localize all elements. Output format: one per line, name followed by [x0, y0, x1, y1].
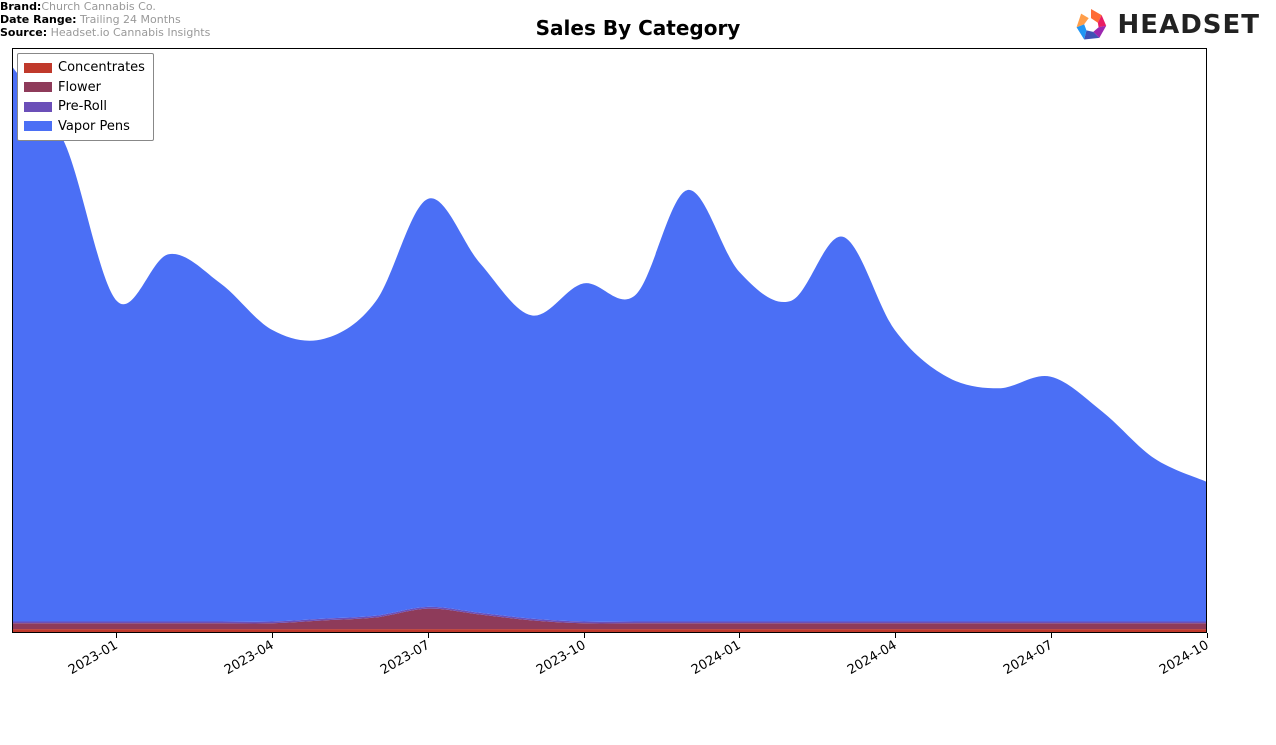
xtick-mark	[116, 633, 117, 638]
xtick-label: 2024-07	[1001, 638, 1056, 678]
xtick-mark	[739, 633, 740, 638]
legend-swatch	[24, 102, 52, 112]
footer-label: Brand:	[0, 0, 41, 13]
xtick-label: 2024-10	[1157, 638, 1212, 678]
legend-label: Vapor Pens	[58, 117, 130, 137]
xtick-label: 2024-01	[689, 638, 744, 678]
area-series-vapor-pens	[13, 68, 1206, 622]
xtick-mark	[1207, 633, 1208, 638]
legend-swatch	[24, 121, 52, 131]
footer-value: Church Cannabis Co.	[41, 0, 156, 13]
xtick-mark	[428, 633, 429, 638]
legend-swatch	[24, 82, 52, 92]
legend-item-flower: Flower	[24, 78, 145, 98]
chart-legend: ConcentratesFlowerPre-RollVapor Pens	[17, 53, 154, 141]
legend-swatch	[24, 63, 52, 73]
legend-item-concentrates: Concentrates	[24, 58, 145, 78]
legend-label: Pre-Roll	[58, 97, 107, 117]
xtick-label: 2023-01	[66, 638, 121, 678]
chart-plot-area: ConcentratesFlowerPre-RollVapor Pens	[12, 48, 1207, 633]
xtick-label: 2023-10	[534, 638, 589, 678]
area-series-concentrates	[13, 629, 1206, 632]
chart-svg	[13, 49, 1206, 632]
xtick-mark	[584, 633, 585, 638]
legend-label: Concentrates	[58, 58, 145, 78]
legend-label: Flower	[58, 78, 101, 98]
legend-item-vapor-pens: Vapor Pens	[24, 117, 145, 137]
xtick-label: 2023-07	[378, 638, 433, 678]
xtick-label: 2023-04	[222, 638, 277, 678]
xtick-mark	[272, 633, 273, 638]
xtick-mark	[1051, 633, 1052, 638]
headset-logo-text: HEADSET	[1118, 10, 1260, 40]
xtick-mark	[895, 633, 896, 638]
headset-logo-icon	[1072, 6, 1110, 44]
xtick-label: 2024-04	[845, 638, 900, 678]
legend-item-pre-roll: Pre-Roll	[24, 97, 145, 117]
headset-logo: HEADSET	[1072, 6, 1260, 44]
